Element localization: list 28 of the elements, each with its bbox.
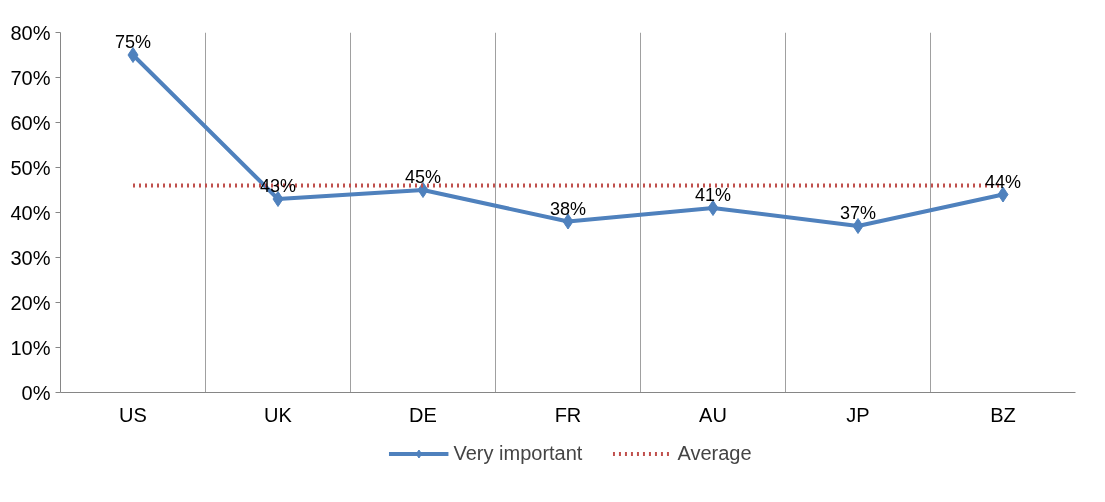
data-label: 75% [114, 32, 152, 52]
y-tick-label: 80% [10, 21, 51, 44]
data-label: 38% [549, 198, 587, 219]
x-tick-label: DE [409, 403, 437, 426]
point [852, 218, 864, 234]
data-label: 44% [984, 171, 1022, 192]
point [417, 182, 429, 198]
y-tick-label: 40% [10, 201, 51, 224]
y-tick-label: 60% [10, 111, 51, 134]
data-label: 37% [839, 203, 877, 223]
y-tick-label: 30% [10, 246, 51, 269]
y-tick-label: 70% [10, 66, 51, 89]
legend-label: Very important [453, 441, 583, 465]
y-tick-label: 10% [10, 336, 51, 359]
x-tick-label: US [119, 403, 147, 426]
data-label: 45% [404, 167, 442, 187]
x-tick-label: UK [264, 403, 293, 426]
point [127, 47, 139, 63]
data-label: 41% [694, 185, 732, 205]
x-tick-label: AU [699, 403, 727, 426]
y-tick-label: 50% [10, 156, 51, 179]
legend-label: Average [677, 441, 752, 465]
y-tick-label: 20% [10, 291, 51, 314]
point [707, 200, 719, 216]
x-tick-label: FR [554, 403, 582, 426]
x-tick-label: BZ [990, 403, 1016, 426]
x-tick-label: JP [846, 403, 870, 426]
y-tick-label: 0% [21, 381, 51, 404]
